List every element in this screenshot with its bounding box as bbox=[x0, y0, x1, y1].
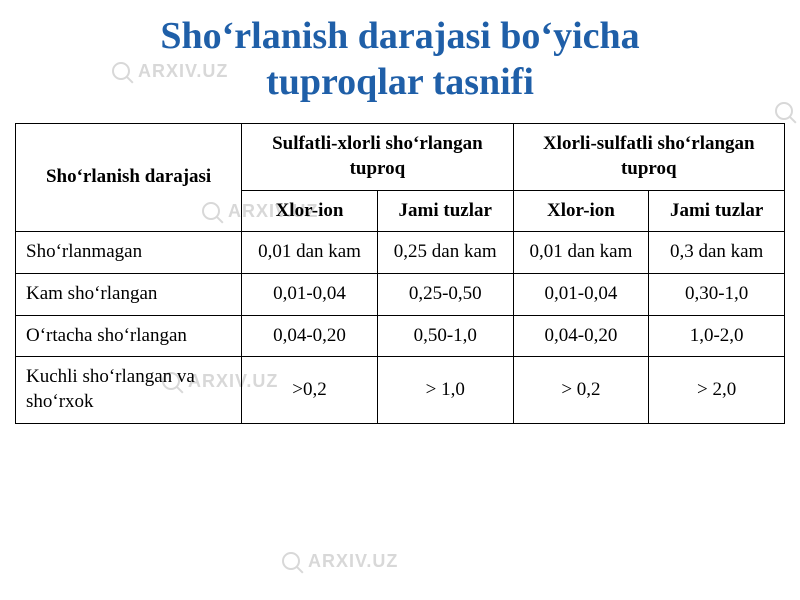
title-line-2: tuproqlar tasnifi bbox=[266, 61, 534, 103]
cell-xs-xlor: 0,01 dan kam bbox=[513, 232, 649, 274]
cell-sx-xlor: 0,01-0,04 bbox=[242, 273, 378, 315]
cell-sx-jami: 0,25-0,50 bbox=[377, 273, 513, 315]
cell-sx-xlor: 0,01 dan kam bbox=[242, 232, 378, 274]
header-sx-xlor: Xlor-ion bbox=[242, 190, 378, 232]
cell-sx-jami: > 1,0 bbox=[377, 357, 513, 423]
cell-degree: Kuchli shoʻrlangan va shoʻrxok bbox=[16, 357, 242, 423]
table-row: Kuchli shoʻrlangan va shoʻrxok >0,2 > 1,… bbox=[16, 357, 785, 423]
header-degree: Shoʻrlanish darajasi bbox=[16, 124, 242, 232]
classification-table: Shoʻrlanish darajasi Sulfatli-xlorli sho… bbox=[15, 123, 785, 424]
header-xs-xlor: Xlor-ion bbox=[513, 190, 649, 232]
cell-xs-jami: 0,3 dan kam bbox=[649, 232, 785, 274]
title-line-1: Shoʻrlanish darajasi boʻyicha bbox=[160, 15, 639, 57]
header-group-sulfatli-xlorli: Sulfatli-xlorli shoʻrlangan tuproq bbox=[242, 124, 513, 190]
header-xs-jami: Jami tuzlar bbox=[649, 190, 785, 232]
header-group-xlorli-sulfatli: Xlorli-sulfatli shoʻrlangan tuproq bbox=[513, 124, 784, 190]
table-row: Shoʻrlanmagan 0,01 dan kam 0,25 dan kam … bbox=[16, 232, 785, 274]
cell-degree: Oʻrtacha shoʻrlangan bbox=[16, 315, 242, 357]
watermark: ARXIV.UZ bbox=[280, 550, 398, 572]
cell-sx-jami: 0,25 dan kam bbox=[377, 232, 513, 274]
cell-degree: Kam shoʻrlangan bbox=[16, 273, 242, 315]
table-row: Oʻrtacha shoʻrlangan 0,04-0,20 0,50-1,0 … bbox=[16, 315, 785, 357]
table-header-row-1: Shoʻrlanish darajasi Sulfatli-xlorli sho… bbox=[16, 124, 785, 190]
cell-xs-jami: 0,30-1,0 bbox=[649, 273, 785, 315]
cell-sx-jami: 0,50-1,0 bbox=[377, 315, 513, 357]
cell-degree: Shoʻrlanmagan bbox=[16, 232, 242, 274]
cell-xs-xlor: 0,04-0,20 bbox=[513, 315, 649, 357]
cell-sx-xlor: 0,04-0,20 bbox=[242, 315, 378, 357]
page-title: Shoʻrlanish darajasi boʻyicha tuproqlar … bbox=[0, 0, 800, 123]
cell-xs-jami: > 2,0 bbox=[649, 357, 785, 423]
cell-sx-xlor: >0,2 bbox=[242, 357, 378, 423]
cell-xs-jami: 1,0-2,0 bbox=[649, 315, 785, 357]
cell-xs-xlor: 0,01-0,04 bbox=[513, 273, 649, 315]
cell-xs-xlor: > 0,2 bbox=[513, 357, 649, 423]
table-row: Kam shoʻrlangan 0,01-0,04 0,25-0,50 0,01… bbox=[16, 273, 785, 315]
header-sx-jami: Jami tuzlar bbox=[377, 190, 513, 232]
